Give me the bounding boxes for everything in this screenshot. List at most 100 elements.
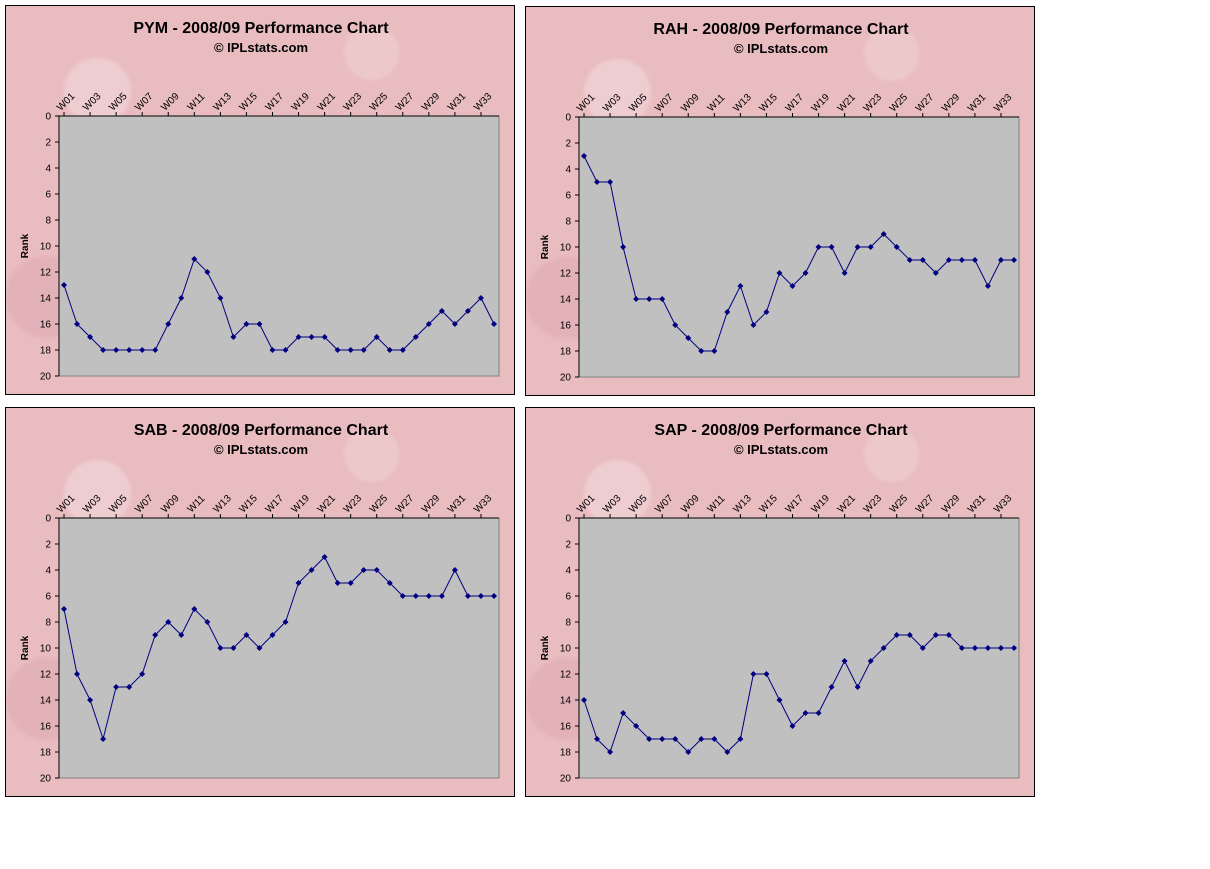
x-tick-label: W27 <box>914 493 937 516</box>
data-point <box>386 580 393 586</box>
x-tick-label: W17 <box>264 91 287 114</box>
x-tick-label: W09 <box>679 92 702 115</box>
x-tick-label: W11 <box>186 493 208 515</box>
y-tick-label: 18 <box>560 347 572 358</box>
data-point <box>165 619 172 625</box>
y-tick-label: 16 <box>40 320 52 331</box>
data-point <box>607 749 614 755</box>
data-point <box>828 244 835 250</box>
data-point <box>295 334 302 340</box>
y-tick-label: 2 <box>45 540 51 551</box>
data-point <box>958 645 965 651</box>
y-tick-label: 6 <box>565 592 571 603</box>
y-tick-label: 18 <box>40 346 52 357</box>
data-point <box>152 632 159 638</box>
data-point <box>399 347 406 353</box>
x-tick-label: W23 <box>862 493 885 516</box>
x-tick-label: W31 <box>446 91 469 114</box>
data-point <box>412 593 419 599</box>
plot-area <box>58 115 500 377</box>
data-point <box>737 736 744 742</box>
data-point <box>893 632 900 638</box>
data-point <box>815 244 822 250</box>
data-point <box>438 593 445 599</box>
y-tick-label: 20 <box>40 774 52 785</box>
data-point <box>282 347 289 353</box>
x-tick-label: W23 <box>862 92 885 115</box>
data-point <box>100 736 107 742</box>
data-point <box>867 244 874 250</box>
data-point <box>464 308 471 314</box>
data-point <box>243 321 250 327</box>
x-tick-label: W23 <box>342 493 365 516</box>
data-point <box>178 295 185 301</box>
x-tick-label: W05 <box>107 91 130 114</box>
x-tick-label: W11 <box>186 91 208 113</box>
data-point <box>620 244 627 250</box>
y-axis-title: Rank <box>540 635 551 660</box>
x-tick-label: W25 <box>888 92 911 115</box>
data-point <box>477 593 484 599</box>
data-point <box>971 257 978 263</box>
y-tick-label: 6 <box>565 191 571 202</box>
data-point <box>581 697 587 703</box>
y-tick-label: 6 <box>45 190 51 201</box>
data-point <box>698 736 705 742</box>
data-point <box>230 645 237 651</box>
y-tick-label: 8 <box>45 618 51 629</box>
y-tick-label: 18 <box>40 748 52 759</box>
data-point <box>373 567 380 573</box>
x-tick-label: W21 <box>316 493 339 516</box>
x-tick-label: W01 <box>55 91 78 114</box>
data-point <box>230 334 237 340</box>
data-point <box>204 269 211 275</box>
data-point <box>295 580 302 586</box>
y-tick-label: 18 <box>560 748 572 759</box>
data-point <box>802 270 809 276</box>
chart-subtitle: © IPLstats.com <box>734 442 828 457</box>
data-point <box>724 309 731 315</box>
x-tick-label: W13 <box>211 91 234 114</box>
y-axis-title: Rank <box>20 635 31 660</box>
x-tick-label: W03 <box>601 493 624 516</box>
data-point <box>191 256 198 262</box>
x-tick-label: W19 <box>810 493 833 516</box>
data-point <box>126 684 133 690</box>
data-point <box>269 632 276 638</box>
plot-area <box>578 517 1020 779</box>
data-point <box>438 308 445 314</box>
y-tick-label: 8 <box>565 217 571 228</box>
data-point <box>282 619 289 625</box>
x-tick-label: W13 <box>731 92 754 115</box>
y-tick-label: 10 <box>560 644 572 655</box>
x-tick-label: W13 <box>731 493 754 516</box>
x-tick-label: W29 <box>940 493 963 516</box>
chart-subtitle: © IPLstats.com <box>214 40 308 55</box>
chart-svg-rah: RAH - 2008/09 Performance Chart © IPLstat… <box>540 21 1020 384</box>
y-tick-label: 12 <box>560 269 572 280</box>
data-point <box>802 710 809 716</box>
data-point <box>646 296 653 302</box>
data-point <box>828 684 835 690</box>
y-tick-label: 4 <box>565 165 571 176</box>
data-point <box>906 257 913 263</box>
x-tick-label: W13 <box>211 493 234 516</box>
x-tick-label: W03 <box>81 493 104 516</box>
x-tick-label: W17 <box>784 92 807 115</box>
data-point <box>932 270 939 276</box>
data-point <box>880 231 887 237</box>
data-point <box>854 244 861 250</box>
y-tick-label: 4 <box>45 164 51 175</box>
data-point <box>139 671 146 677</box>
data-point <box>399 593 406 599</box>
data-point <box>1011 257 1017 263</box>
x-tick-label: W03 <box>81 91 104 114</box>
data-point <box>906 632 913 638</box>
data-point <box>750 671 757 677</box>
y-tick-label: 0 <box>45 112 51 123</box>
plot-area <box>58 517 500 779</box>
y-tick-label: 14 <box>40 696 52 707</box>
y-tick-label: 8 <box>565 618 571 629</box>
y-tick-label: 16 <box>560 722 572 733</box>
x-tick-label: W31 <box>966 493 989 516</box>
